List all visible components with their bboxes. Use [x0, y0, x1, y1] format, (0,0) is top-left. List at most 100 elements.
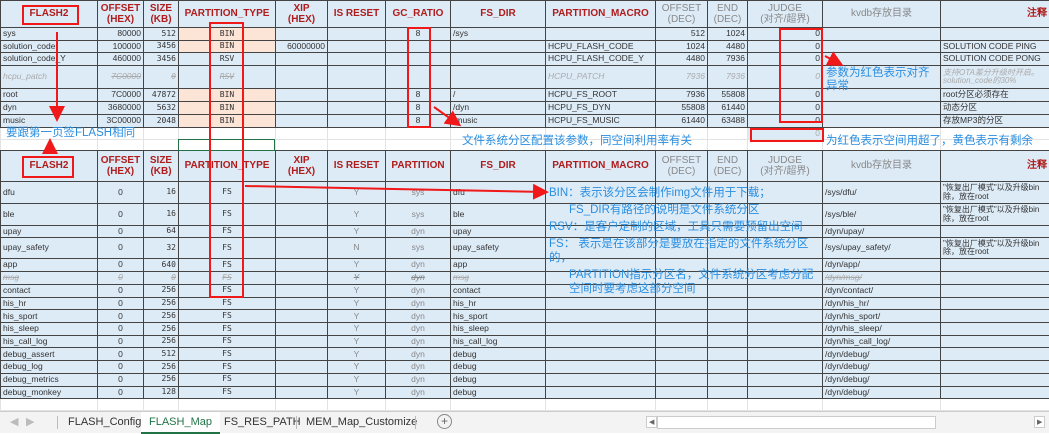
cell-fsdir[interactable]: debug — [451, 373, 546, 386]
horizontal-scrollbar[interactable] — [657, 416, 936, 429]
cell-size[interactable]: 512 — [144, 348, 179, 361]
scrollbar-right-arrow-icon[interactable]: ▶ — [1034, 416, 1045, 428]
cell-kvdb[interactable]: /dyn/his_call_log/ — [823, 335, 941, 348]
cell-note[interactable] — [941, 259, 1049, 272]
cell-name[interactable]: contact — [1, 285, 98, 298]
cell-offset[interactable]: 0 — [98, 310, 144, 323]
empty-cell[interactable] — [386, 140, 451, 151]
cell-type[interactable]: FS — [179, 373, 276, 386]
cell-type[interactable]: FS — [179, 335, 276, 348]
cell-end-dec[interactable]: 4480 — [708, 41, 748, 53]
cell-fsdir[interactable]: his_call_log — [451, 335, 546, 348]
cell-name[interactable]: debug_log — [1, 361, 98, 374]
cell-size[interactable]: 256 — [144, 323, 179, 336]
cell-reset[interactable]: Y — [328, 226, 386, 238]
column-header[interactable]: OFFSET (HEX) — [98, 151, 144, 182]
empty-cell[interactable] — [144, 140, 179, 151]
cell-offset[interactable]: 0 — [98, 386, 144, 399]
empty-cell[interactable] — [276, 399, 328, 411]
cell-xip[interactable] — [276, 102, 328, 115]
cell-fsdir[interactable]: /sys — [451, 28, 546, 41]
cell-xip[interactable] — [276, 115, 328, 128]
cell-reset[interactable]: Y — [328, 204, 386, 226]
column-header[interactable]: 注释 — [941, 1, 1049, 28]
cell-size[interactable]: 64 — [144, 226, 179, 238]
cell-partition[interactable]: dyn — [386, 335, 451, 348]
empty-cell[interactable] — [708, 361, 748, 374]
cell-kvdb[interactable]: /dyn/debug/ — [823, 373, 941, 386]
empty-cell[interactable] — [748, 297, 823, 310]
cell-offset[interactable]: 0 — [98, 297, 144, 310]
empty-cell[interactable] — [276, 259, 328, 272]
cell-offset[interactable]: 7C0000 — [98, 89, 144, 102]
cell-size[interactable]: 128 — [144, 386, 179, 399]
cell-name[interactable]: dyn — [1, 102, 98, 115]
cell-partition[interactable]: dyn — [386, 226, 451, 238]
cell-fsdir[interactable]: his_sleep — [451, 323, 546, 336]
cell-end-dec[interactable]: 61440 — [708, 102, 748, 115]
cell-partition[interactable]: dyn — [386, 285, 451, 298]
sheet-tab-flash-config[interactable]: FLASH_Config — [60, 412, 149, 432]
column-header[interactable]: SIZE (KB) — [144, 151, 179, 182]
sheet-tab-flash-map[interactable]: FLASH_Map — [141, 412, 220, 434]
cell-note[interactable] — [941, 323, 1049, 336]
cell-fsdir[interactable]: ble — [451, 204, 546, 226]
cell-size[interactable]: 16 — [144, 182, 179, 204]
empty-cell[interactable] — [276, 373, 328, 386]
empty-cell[interactable] — [276, 285, 328, 298]
empty-cell[interactable] — [546, 323, 656, 336]
empty-cell[interactable] — [546, 373, 656, 386]
cell-kvdb[interactable]: /dyn/his_hr/ — [823, 297, 941, 310]
cell-size[interactable]: 16 — [144, 204, 179, 226]
empty-cell[interactable] — [748, 310, 823, 323]
cell-name[interactable]: debug_assert — [1, 348, 98, 361]
empty-cell[interactable] — [748, 373, 823, 386]
cell-reset[interactable] — [328, 89, 386, 102]
next-sheet-icon[interactable]: ▶ — [26, 415, 34, 428]
cell-off-dec[interactable]: 7936 — [656, 89, 708, 102]
empty-cell[interactable] — [748, 335, 823, 348]
empty-cell[interactable] — [546, 386, 656, 399]
cell-reset[interactable]: Y — [328, 297, 386, 310]
empty-cell[interactable] — [546, 297, 656, 310]
cell-macro[interactable]: HCPU_FLASH_CODE_Y — [546, 53, 656, 66]
cell-offset[interactable]: 0 — [98, 335, 144, 348]
empty-cell[interactable] — [748, 348, 823, 361]
column-header[interactable]: SIZE (KB) — [144, 1, 179, 28]
cell-size[interactable]: 5632 — [144, 102, 179, 115]
column-header[interactable]: END (DEC) — [708, 1, 748, 28]
cell-fsdir[interactable]: dfu — [451, 182, 546, 204]
empty-cell[interactable] — [546, 361, 656, 374]
cell-fsdir[interactable]: debug — [451, 348, 546, 361]
column-header[interactable]: kvdb存放目录 — [823, 151, 941, 182]
cell-xip[interactable] — [276, 28, 328, 41]
column-header[interactable]: OFFSET (DEC) — [656, 1, 708, 28]
cell-reset[interactable]: Y — [328, 373, 386, 386]
cell-note[interactable] — [941, 373, 1049, 386]
cell-name[interactable]: solution_code — [1, 41, 98, 53]
cell-note[interactable]: 存放MP3的分区 — [941, 115, 1049, 128]
cell-offset[interactable]: 0 — [98, 373, 144, 386]
empty-cell[interactable] — [708, 335, 748, 348]
cell-partition[interactable]: dyn — [386, 310, 451, 323]
cell-offset[interactable]: 0 — [98, 361, 144, 374]
cell-kvdb[interactable]: /dyn/his_sport/ — [823, 310, 941, 323]
cell-kvdb[interactable]: /dyn/app/ — [823, 259, 941, 272]
cell-offset[interactable]: 3680000 — [98, 102, 144, 115]
cell-type[interactable]: FS — [179, 310, 276, 323]
cell-reset[interactable]: Y — [328, 386, 386, 399]
cell-fsdir[interactable] — [451, 66, 546, 89]
empty-cell[interactable] — [708, 399, 748, 411]
cell-reset[interactable]: Y — [328, 348, 386, 361]
empty-cell[interactable] — [276, 297, 328, 310]
cell-fsdir[interactable]: /music — [451, 115, 546, 128]
cell-note[interactable]: root分区必须存在 — [941, 89, 1049, 102]
cell-size[interactable]: 256 — [144, 310, 179, 323]
empty-cell[interactable] — [276, 335, 328, 348]
cell-xip[interactable]: 60000000 — [276, 41, 328, 53]
empty-cell[interactable] — [708, 373, 748, 386]
empty-cell[interactable] — [386, 399, 451, 411]
column-header[interactable]: JUDGE (对齐/超界) — [748, 151, 823, 182]
column-header[interactable]: IS RESET — [328, 1, 386, 28]
add-sheet-icon[interactable]: + — [437, 414, 452, 429]
